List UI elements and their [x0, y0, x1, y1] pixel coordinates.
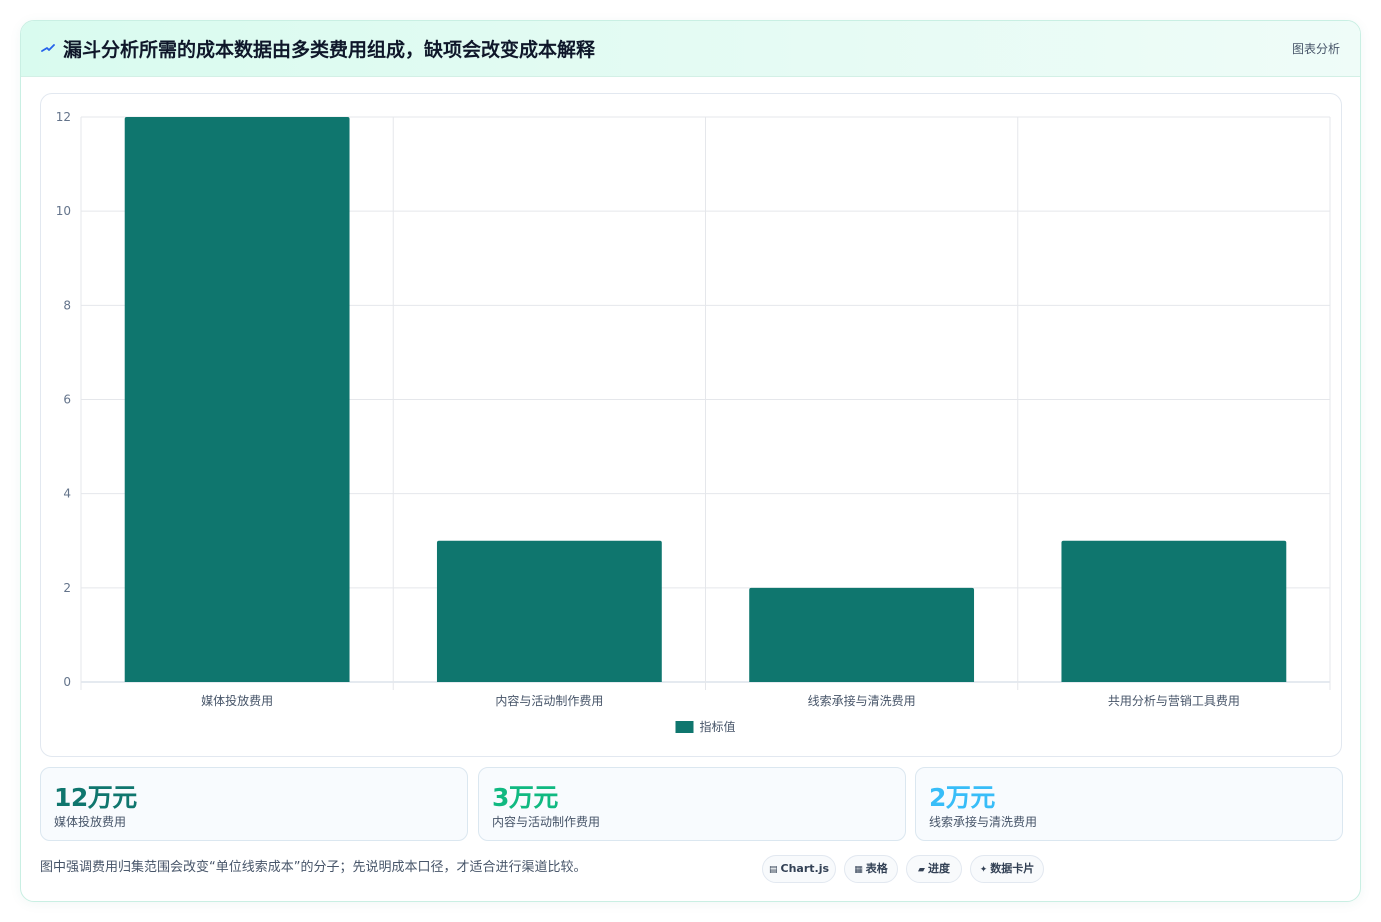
progress-icon: ▰ [918, 865, 925, 875]
chart-icon: ▤ [768, 865, 778, 875]
footnote: 图中强调费用归集范围会改变“单位线索成本”的分子；先说明成本口径，才适合进行渠道… [40, 860, 587, 875]
legend-label: 指标值 [700, 719, 736, 734]
pill-label: 进度 [927, 862, 950, 875]
x-tick-label: 媒体投放费用 [201, 693, 273, 708]
kpi-value: 3万元 [492, 783, 558, 812]
y-tick-label: 0 [63, 675, 71, 689]
bar [749, 587, 975, 682]
data-card-icon: ✦ [979, 865, 988, 875]
y-tick-label: 4 [63, 487, 71, 501]
pill-label: Chart.js [780, 862, 830, 875]
legend-swatch [675, 721, 694, 733]
pill-progress[interactable]: ▰ 进度 [906, 855, 962, 883]
y-tick-label: 10 [56, 204, 71, 218]
y-tick-label: 12 [56, 110, 71, 124]
chart-card: 漏斗分析所需的成本数据由多类费用组成，缺项会改变成本解释 图表分析 0 2 4 6 8 1… [20, 20, 1361, 902]
kpi-label: 媒体投放费用 [54, 815, 127, 829]
bar [436, 540, 662, 682]
x-tick-label: 内容与活动制作费用 [495, 693, 603, 708]
header-tag: 图表分析 [1291, 42, 1340, 56]
pill-chartjs[interactable]: ▤ Chart.js [762, 855, 836, 883]
bar [124, 117, 350, 682]
pill-data-card[interactable]: ✦ 数据卡片 [970, 855, 1044, 883]
pill-table[interactable]: ▦ 表格 [844, 855, 898, 883]
kpi-label: 内容与活动制作费用 [492, 815, 601, 829]
chart-container: 0 2 4 6 8 10 12 媒体投放费用 内容与活动制作费用 线索承接与清洗费用 共用分析与营销… [40, 93, 1342, 757]
kpi-value: 12万元 [54, 783, 137, 812]
x-tick-label: 共用分析与营销工具费用 [1108, 694, 1240, 708]
y-tick-label: 2 [63, 581, 71, 595]
kpi-card-content: 3万元 内容与活动制作费用 [478, 767, 906, 841]
bar-chart: 0 2 4 6 8 10 12 媒体投放费用 内容与活动制作费用 线索承接与清洗费用 共用分析与营销… [56, 110, 1331, 734]
pill-label: 数据卡片 [990, 862, 1035, 875]
page-title: 漏斗分析所需的成本数据由多类费用组成，缺项会改变成本解释 [63, 39, 596, 61]
kpi-value: 2万元 [929, 783, 995, 812]
kpi-label: 线索承接与清洗费用 [929, 815, 1038, 829]
table-icon: ▦ [854, 865, 863, 875]
kpi-card-media: 12万元 媒体投放费用 [40, 767, 468, 841]
pill-label: 表格 [865, 862, 888, 875]
bar [1061, 540, 1287, 682]
card-header: 漏斗分析所需的成本数据由多类费用组成，缺项会改变成本解释 图表分析 [21, 21, 1360, 77]
x-tick-label: 线索承接与清洗费用 [808, 693, 916, 708]
chart-trend-icon [41, 44, 55, 52]
y-tick-label: 8 [63, 298, 71, 312]
kpi-card-leads: 2万元 线索承接与清洗费用 [915, 767, 1343, 841]
y-tick-label: 6 [63, 393, 71, 407]
